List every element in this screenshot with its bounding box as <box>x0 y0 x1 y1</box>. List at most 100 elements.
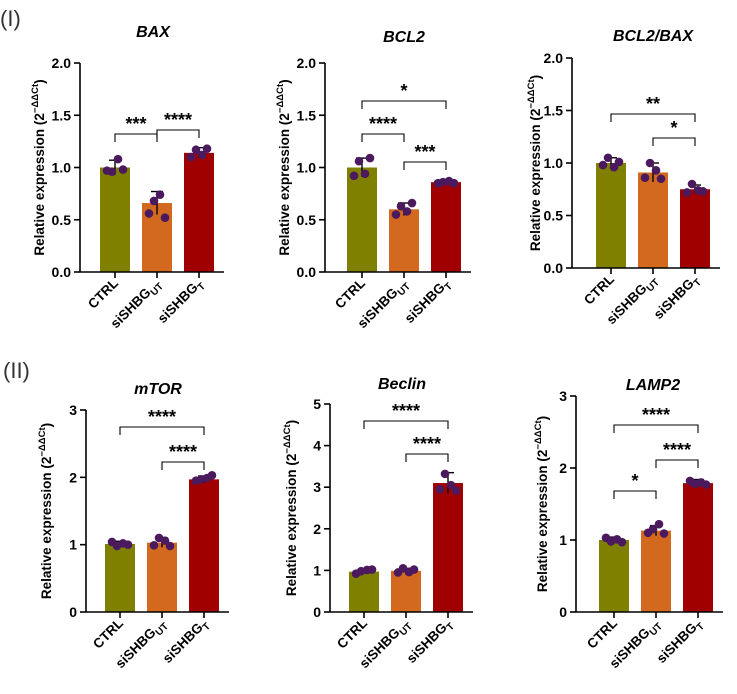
data-point-2-1 <box>191 145 201 155</box>
y-tick-label: 0.5 <box>544 208 564 224</box>
data-point-1-3 <box>160 213 170 222</box>
data-point-1-2 <box>651 166 661 175</box>
data-point-0-3 <box>365 153 375 163</box>
x-tick-label: CTRL <box>332 276 368 312</box>
data-point-2-3 <box>451 486 461 495</box>
bar-0 <box>100 167 130 272</box>
y-tick-label: 1.5 <box>52 107 72 123</box>
y-axis-label-exponent: −ΔΔCt <box>526 79 537 109</box>
bar-0 <box>347 167 377 272</box>
significance-label: * <box>400 81 407 101</box>
bar-0 <box>349 571 379 612</box>
y-axis-label-close: ) <box>284 420 299 425</box>
significance-label: **** <box>413 434 441 454</box>
x-tick-label-main: CTRL <box>334 616 370 652</box>
y-axis-label-close: ) <box>39 423 54 428</box>
y-axis-label-main: Relative expression (2 <box>528 109 543 252</box>
chart-title: LAMP2 <box>626 377 680 394</box>
y-tick-label: 1 <box>313 562 321 578</box>
significance-bracket <box>613 490 657 499</box>
significance-bracket <box>361 133 405 142</box>
y-tick-label: 0 <box>313 604 321 620</box>
y-axis-label: Relative expression (2−ΔΔCt) <box>37 423 54 599</box>
y-axis-label: Relative expression (2−ΔΔCt) <box>275 79 292 255</box>
data-point-2-0 <box>186 152 196 162</box>
y-tick-label: 4 <box>313 438 321 454</box>
data-point-1-3 <box>409 565 419 574</box>
y-tick-label: 1.0 <box>297 160 317 176</box>
data-point-1-0 <box>144 209 154 218</box>
data-point-0-3 <box>123 540 133 549</box>
x-tick-label-main: CTRL <box>90 616 126 652</box>
data-point-0-2 <box>360 169 370 179</box>
x-tick-label: CTRL <box>581 272 617 308</box>
y-axis-label-close: ) <box>277 79 292 84</box>
chart-1: BCL2 Relative expression (2−ΔΔCt) 0.0 0.5 1.… <box>275 29 471 331</box>
data-point-0-3 <box>367 565 377 574</box>
x-tick-label: CTRL <box>584 616 620 652</box>
data-point-0-3 <box>118 165 128 174</box>
y-tick-label: 0.0 <box>544 260 564 276</box>
significance-label: **** <box>642 405 670 425</box>
significance-bracket <box>613 424 699 433</box>
x-tick-label-main: CTRL <box>584 616 620 652</box>
y-axis-label-exponent: −ΔΔCt <box>282 424 293 454</box>
y-tick-label: 3 <box>313 479 321 495</box>
bar-2 <box>184 152 214 272</box>
significance-bracket <box>403 161 447 170</box>
data-point-1-1 <box>648 524 658 534</box>
y-axis-label: Relative expression (2−ΔΔCt) <box>30 79 47 255</box>
x-tick-label: siSHBGT <box>404 616 457 669</box>
y-tick-label: 2 <box>313 521 321 537</box>
chart-title: mTOR <box>134 381 182 398</box>
y-axis-label-main: Relative expression (2 <box>535 450 550 593</box>
y-tick-label: 2.0 <box>297 55 317 71</box>
data-point-0-1 <box>354 156 364 166</box>
x-tick-label: CTRL <box>85 276 121 312</box>
y-tick-label: 1 <box>559 532 567 548</box>
bar-2 <box>683 483 713 612</box>
chart-3: mTOR Relative expression (2−ΔΔCt) 0 1 2 3 CTRL… <box>37 381 229 671</box>
y-tick-label: 1 <box>69 537 77 553</box>
chart-title: BCL2/BAX <box>613 28 694 45</box>
data-point-1-2 <box>155 190 165 199</box>
data-point-0-2 <box>113 154 123 164</box>
bar-0 <box>596 163 626 268</box>
bar-1 <box>641 530 671 612</box>
data-point-2-3 <box>449 178 459 188</box>
data-point-1-3 <box>407 198 417 208</box>
chart-title: Beclin <box>378 376 426 393</box>
significance-label: * <box>631 471 638 491</box>
y-axis-label-main: Relative expression (2 <box>32 113 47 256</box>
y-axis-label-main: Relative expression (2 <box>284 454 299 597</box>
y-axis-label-exponent: −ΔΔCt <box>533 420 544 450</box>
data-point-1-0 <box>391 210 401 219</box>
chart-0: BAX Relative expression (2−ΔΔCt) 0.0 0.5 1.0… <box>30 24 224 331</box>
data-point-2-1 <box>440 469 450 479</box>
y-tick-label: 2.0 <box>544 50 564 66</box>
y-tick-label: 0.0 <box>297 264 317 280</box>
data-point-0-3 <box>614 157 624 167</box>
x-tick-label: CTRL <box>90 616 126 652</box>
y-axis-label-close: ) <box>528 75 543 80</box>
bar-1 <box>638 172 668 268</box>
significance-label: **** <box>169 442 197 462</box>
significance-bracket <box>361 100 447 109</box>
y-tick-label: 5 <box>313 396 321 412</box>
significance-label: *** <box>414 142 435 162</box>
y-tick-label: 2.0 <box>52 55 72 71</box>
y-axis-label: Relative expression (2−ΔΔCt) <box>526 75 543 251</box>
data-point-1-3 <box>656 174 666 184</box>
y-axis-label-exponent: −ΔΔCt <box>37 427 48 457</box>
y-axis-label-main: Relative expression (2 <box>39 457 54 600</box>
panel-label-ii: (II) <box>3 358 30 383</box>
data-point-1-1 <box>645 158 655 168</box>
chart-4: Beclin Relative expression (2−ΔΔCt) 0 1 2 3 4 5… <box>282 376 473 671</box>
y-axis-label-main: Relative expression (2 <box>277 113 292 256</box>
y-tick-label: 2 <box>559 460 567 476</box>
y-tick-label: 0.0 <box>52 264 72 280</box>
x-tick-label: siSHBGT <box>160 616 213 669</box>
significance-label: * <box>670 118 677 138</box>
